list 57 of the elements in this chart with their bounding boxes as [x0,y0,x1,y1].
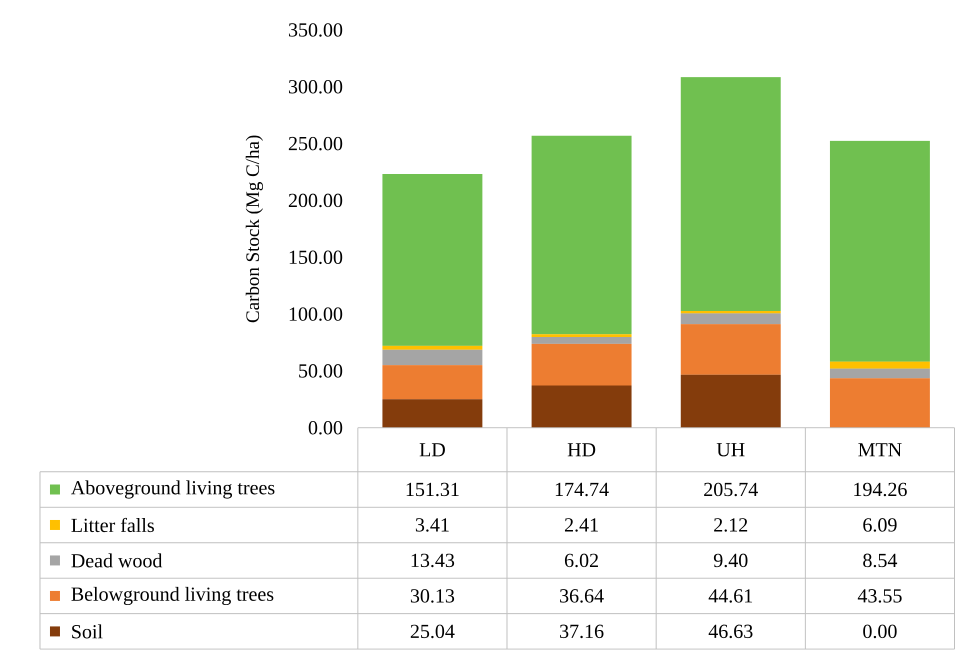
legend-label: Aboveground living trees [71,480,274,499]
data-label: 205.74 [704,482,758,496]
legend-label: Litter falls [71,518,154,532]
bar [680,311,781,314]
bar [382,399,482,428]
y-axis-title: Carbon Stock (Mg C/ha) [246,136,263,322]
data-label: 6.09 [863,518,897,532]
bar [830,368,930,378]
y-tick-label: 100.00 [290,308,342,322]
bar [382,174,482,346]
y-tick-label: 350.00 [288,23,342,37]
data-label: 2.41 [564,518,598,532]
legend-label: Belowground living trees [71,587,274,606]
x-tick-label: LD [420,443,445,456]
bar [532,136,632,334]
y-tick-label: 50.00 [299,364,342,378]
y-tick-label: 150.00 [290,250,342,264]
data-label: 9.40 [714,554,748,568]
bar [382,350,482,366]
data-label: 25.04 [410,624,455,638]
x-tick-label: HD [568,443,596,456]
bar [532,344,632,386]
data-label: 151.31 [406,482,459,496]
bar [680,324,781,375]
y-tick-label: 200.00 [288,194,342,208]
legend-label: Dead wood [71,554,162,568]
x-tick-label: MTN [858,443,902,456]
bar [532,334,632,338]
data-label: 36.64 [560,589,604,603]
bar [532,386,632,428]
data-label: 43.55 [858,589,902,603]
bar [680,314,781,324]
y-tick-label: 300.00 [288,80,342,94]
data-label: 194.26 [854,482,907,496]
bar [830,378,930,428]
legend-label: Soil [72,624,103,639]
data-label: 13.43 [412,554,454,568]
bar [382,346,482,350]
data-label: 174.74 [556,482,609,496]
bar [830,141,930,362]
data-label: 44.61 [708,589,752,603]
data-label: 30.13 [410,589,454,603]
data-label: 46.63 [708,624,752,638]
bar [532,337,632,344]
y-tick-label: 0.00 [308,421,342,435]
bar [680,77,781,312]
y-tick-label: 250.00 [288,137,342,151]
x-tick-label: UH [716,443,745,457]
data-label: 6.02 [564,554,598,568]
data-label: 0.00 [863,624,897,638]
data-label: 37.16 [560,624,604,638]
bar [830,362,930,369]
data-label: 3.41 [416,518,449,532]
data-label: 2.12 [714,518,748,532]
bar [680,374,781,428]
data-label: 8.54 [863,554,898,568]
bar [382,365,482,400]
